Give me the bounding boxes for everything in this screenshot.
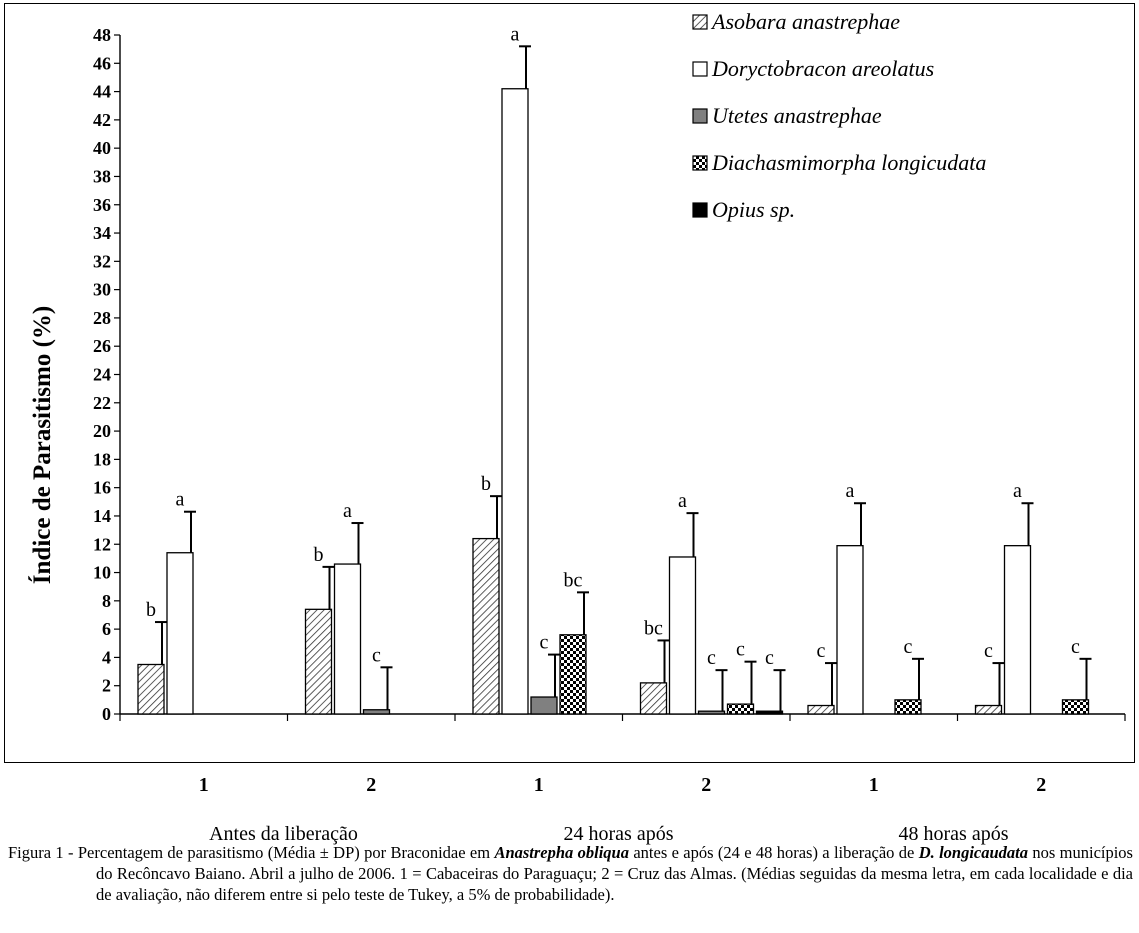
- y-tick-label: 16: [93, 478, 111, 498]
- y-tick-label: 4: [102, 647, 111, 667]
- x-category-label: 1: [199, 774, 209, 796]
- y-tick-label: 26: [93, 336, 111, 356]
- x-category-label: 2: [1036, 774, 1046, 796]
- significance-letter: c: [736, 639, 745, 661]
- caption-species: Anastrepha obliqua: [494, 843, 629, 862]
- caption-text-2: antes e após (24 e 48 horas) a liberação…: [629, 843, 919, 862]
- y-tick-label: 14: [93, 506, 111, 526]
- bar: [807, 704, 835, 715]
- significance-letter: bc: [564, 569, 583, 591]
- y-tick-label: 22: [93, 393, 111, 413]
- bar: [894, 699, 922, 715]
- y-tick-label: 44: [93, 82, 111, 102]
- legend-entry: Diachasmimorpha longicudata: [711, 150, 986, 175]
- significance-letter: b: [481, 473, 491, 495]
- x-category-label: 1: [534, 774, 544, 796]
- y-tick-label: 2: [102, 676, 111, 696]
- bar: [1061, 699, 1090, 715]
- bar: [166, 552, 194, 715]
- y-tick-label: 40: [93, 138, 111, 158]
- significance-letter: a: [678, 490, 687, 512]
- bar: [362, 709, 391, 715]
- legend-swatch: [692, 202, 708, 218]
- legend-swatch: [692, 155, 708, 171]
- caption-parasitoid: D. longicaudata: [918, 843, 1029, 862]
- significance-letter: c: [540, 632, 549, 654]
- bar: [1003, 545, 1032, 715]
- y-tick-label: 8: [102, 591, 111, 611]
- bar: [137, 663, 165, 715]
- bar: [304, 608, 333, 715]
- bar: [836, 545, 864, 715]
- y-tick-label: 0: [102, 704, 111, 724]
- caption-text-1: Percentagem de parasitismo (Média ± DP) …: [77, 843, 495, 862]
- y-tick-label: 28: [93, 308, 111, 328]
- significance-letter: c: [707, 647, 716, 669]
- legend-entry: Utetes anastrephae: [712, 103, 882, 128]
- y-axis-label: Índice de Parasitismo (%): [28, 306, 56, 584]
- legend: Asobara anastrephae Doryctobracon areolat…: [692, 9, 986, 222]
- significance-letter: c: [1071, 636, 1080, 658]
- y-tick-label: 42: [93, 110, 111, 130]
- y-tick-label: 46: [93, 53, 111, 73]
- significance-letter: a: [511, 23, 520, 45]
- bar: [639, 682, 668, 715]
- significance-letter: b: [146, 599, 156, 621]
- y-tick-label: 32: [93, 251, 111, 271]
- y-tick-label: 36: [93, 195, 111, 215]
- caption-lead: Figura 1 -: [8, 843, 78, 862]
- significance-letter: c: [372, 644, 381, 666]
- y-tick-label: 30: [93, 280, 111, 300]
- bar: [668, 556, 697, 715]
- significance-letter: b: [314, 544, 324, 566]
- figure-frame: [4, 3, 1135, 763]
- bar: [974, 704, 1003, 715]
- x-category-label: 2: [366, 774, 376, 796]
- bar: [472, 537, 500, 715]
- y-tick-label: 48: [93, 25, 111, 45]
- axes: 0246810121416182022242628303234363840424…: [93, 25, 1126, 796]
- legend-entry: Asobara anastrephae: [710, 9, 900, 34]
- legend-swatch: [692, 61, 708, 77]
- legend-entry: Doryctobracon areolatus: [711, 56, 934, 81]
- significance-letter: c: [817, 640, 826, 662]
- significance-letter: c: [904, 636, 913, 658]
- y-tick-label: 34: [93, 223, 111, 243]
- bar: [726, 703, 755, 715]
- y-tick-label: 38: [93, 166, 111, 186]
- y-tick-label: 6: [102, 619, 111, 639]
- bar: [501, 88, 529, 715]
- significance-letter: a: [846, 480, 855, 502]
- y-tick-label: 18: [93, 449, 111, 469]
- legend-entry: Opius sp.: [712, 197, 795, 222]
- significance-letter: c: [765, 647, 774, 669]
- legend-swatch: [692, 108, 708, 124]
- bar: [559, 634, 587, 715]
- significance-letter: a: [343, 500, 352, 522]
- y-tick-label: 10: [93, 563, 111, 583]
- bar: [697, 710, 726, 715]
- x-category-label: 1: [869, 774, 879, 796]
- y-tick-label: 20: [93, 421, 111, 441]
- bar: [755, 710, 784, 715]
- y-tick-label: 12: [93, 534, 111, 554]
- figure-caption: Figura 1 - Percentagem de parasitismo (M…: [8, 842, 1133, 905]
- significance-letter: a: [1013, 480, 1022, 502]
- significance-letter: c: [984, 640, 993, 662]
- caption-text-3: nos municípios do Recôncavo Baiano. Abri…: [96, 843, 1133, 904]
- y-tick-label: 24: [93, 365, 111, 385]
- significance-letter: a: [176, 489, 185, 511]
- bar: [333, 563, 362, 715]
- legend-swatch: [692, 14, 708, 30]
- bar: [530, 696, 558, 715]
- x-category-label: 2: [701, 774, 711, 796]
- significance-letter: bc: [644, 617, 663, 639]
